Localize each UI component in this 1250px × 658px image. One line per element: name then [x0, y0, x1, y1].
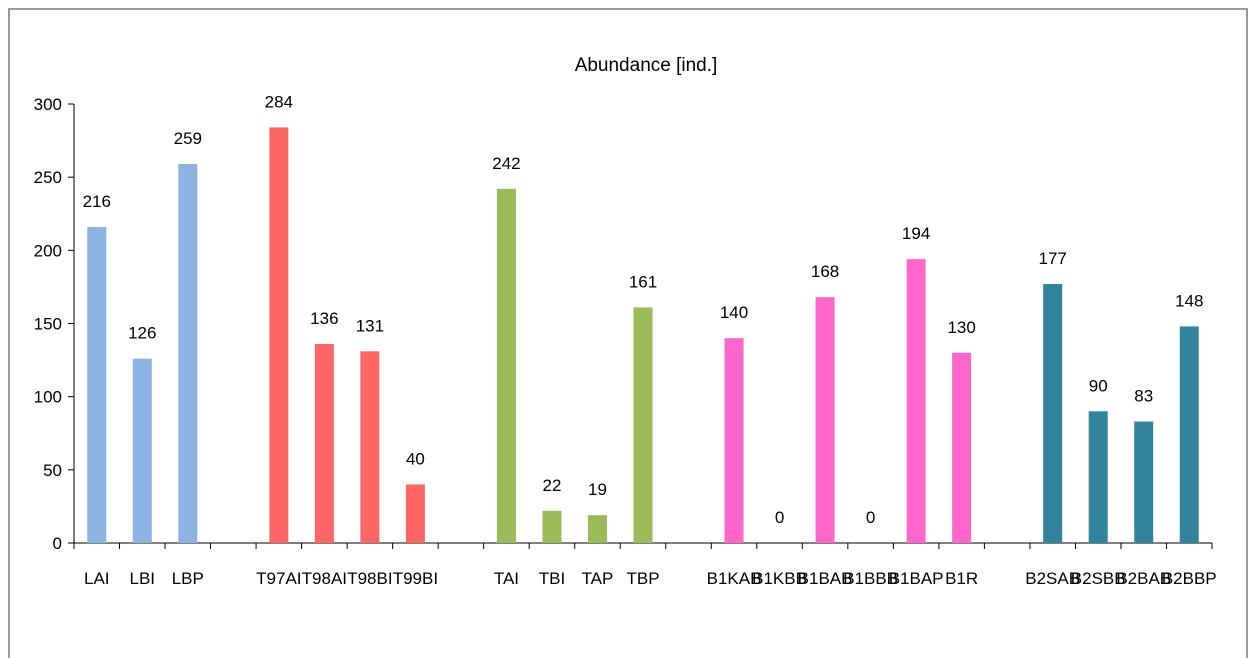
bars [87, 127, 1199, 544]
data-label: 90 [1089, 376, 1108, 395]
x-tick-label: B2SBB [1071, 569, 1126, 588]
data-label: 259 [174, 129, 202, 148]
data-label: 242 [492, 154, 520, 173]
data-label: 126 [128, 324, 156, 343]
data-label: 284 [265, 92, 293, 111]
x-tick-label: B1BAP [889, 569, 944, 588]
bar-tai [496, 188, 516, 543]
chart-title: Abundance [ind.] [575, 55, 718, 76]
y-tick-label: 250 [34, 168, 62, 187]
data-label: 19 [588, 480, 607, 499]
x-tick-label: B1KBB [752, 569, 807, 588]
data-label: 140 [720, 303, 748, 322]
bar-b2bbp [1179, 326, 1199, 543]
x-tick-label: B1BBB [843, 569, 898, 588]
data-label: 83 [1134, 387, 1153, 406]
bar-tbi [542, 510, 562, 543]
bar-t98ai [314, 343, 334, 543]
bar-b2sab [1043, 283, 1063, 543]
chart-frame [8, 8, 1248, 658]
data-label: 130 [947, 318, 975, 337]
data-label: 148 [1175, 291, 1203, 310]
bar-t98bi [360, 351, 380, 543]
bar-tbp [633, 307, 653, 543]
bar-lbp [178, 163, 198, 543]
data-label: 22 [542, 476, 561, 495]
bar-t99bi [405, 484, 425, 543]
bar-b1bab [815, 297, 835, 543]
x-tick-label: B1BAB [798, 569, 853, 588]
data-label: 131 [356, 316, 384, 335]
x-tick-label: B1KAB [707, 569, 762, 588]
x-tick-label: TAP [582, 569, 614, 588]
x-tick-label: LAI [84, 569, 110, 588]
x-tick-labels: LAI LBI LBP T97AI T98AI T98BI T99BI TAI TBI TAP TB… [84, 569, 1217, 588]
y-tick-label: 0 [53, 534, 62, 553]
data-labels: 216 126 259 284 136 131 40 242 22 19 161 140 0 168 0 19… [83, 92, 1204, 527]
x-tick-label: B2BAB [1116, 569, 1171, 588]
x-tick-label: T98BI [347, 569, 392, 588]
y-axis: 0 50 100 150 200 250 300 [34, 95, 75, 553]
bar-b2bab [1134, 421, 1154, 543]
x-tick-label: LBI [130, 569, 156, 588]
x-tick-label: TAI [494, 569, 519, 588]
bar-b1r [952, 352, 972, 543]
data-label: 0 [775, 508, 784, 527]
bar-b1bap [906, 259, 926, 543]
y-tick-label: 100 [34, 388, 62, 407]
y-tick-label: 300 [34, 95, 62, 114]
y-tick-label: 150 [34, 315, 62, 334]
bar-b1kab [724, 338, 744, 543]
bar-t97ai [269, 127, 289, 543]
data-label: 194 [902, 224, 930, 243]
data-label: 161 [629, 272, 657, 291]
x-axis [73, 542, 1213, 549]
data-label: 216 [83, 192, 111, 211]
x-tick-label: T99BI [393, 569, 438, 588]
x-tick-label: B2SAB [1025, 569, 1080, 588]
data-label: 177 [1038, 249, 1066, 268]
x-tick-label: B2BBP [1162, 569, 1217, 588]
x-tick-label: LBP [172, 569, 204, 588]
x-tick-label: B1R [945, 569, 978, 588]
data-label: 40 [406, 449, 425, 468]
x-tick-label: TBI [539, 569, 565, 588]
x-tick-label: T98AI [302, 569, 347, 588]
bar-lai [87, 226, 107, 544]
bar-lbi [132, 358, 152, 543]
data-label: 168 [811, 262, 839, 281]
bar-tap [587, 515, 607, 543]
data-label: 136 [310, 309, 338, 328]
x-tick-label: T97AI [256, 569, 301, 588]
y-tick-label: 50 [43, 461, 62, 480]
x-tick-label: TBP [626, 569, 659, 588]
y-tick-label: 200 [34, 241, 62, 260]
bar-b2sbb [1088, 411, 1108, 543]
data-label: 0 [866, 508, 875, 527]
